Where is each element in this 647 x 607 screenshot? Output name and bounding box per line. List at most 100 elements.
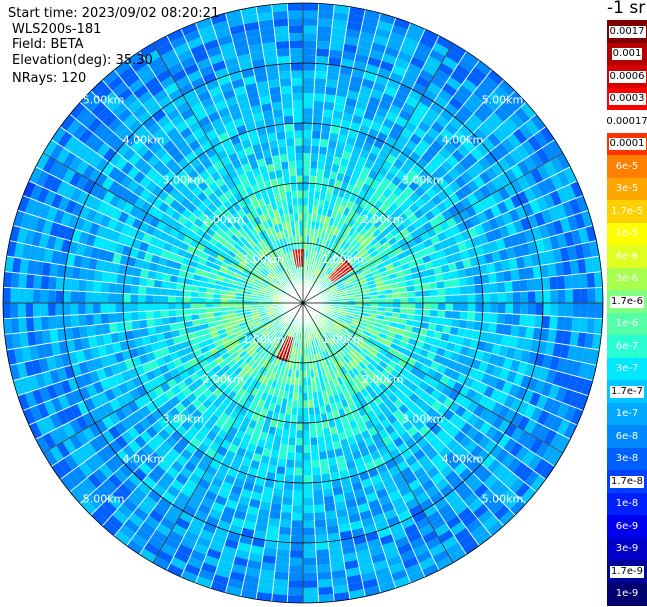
range-gate xyxy=(572,303,581,318)
range-gate xyxy=(467,303,476,313)
range-gate xyxy=(303,18,318,26)
range-gate xyxy=(399,313,408,320)
range-gate xyxy=(417,454,431,467)
range-gate xyxy=(294,138,303,146)
range-gate xyxy=(339,383,348,393)
range-gate xyxy=(323,341,330,350)
range-gate xyxy=(331,252,339,261)
range-gate xyxy=(332,378,340,388)
range-gate xyxy=(346,312,355,317)
range-gate xyxy=(308,198,314,207)
range-gate xyxy=(354,542,369,553)
range-gate xyxy=(289,48,303,56)
range-gate xyxy=(40,303,49,317)
range-gate xyxy=(510,194,523,209)
range-gate xyxy=(273,25,289,35)
range-gate xyxy=(307,205,314,214)
range-gate xyxy=(337,284,346,290)
range-gate xyxy=(401,145,414,158)
range-gate xyxy=(336,318,345,324)
range-gate xyxy=(474,530,492,546)
range-gate xyxy=(375,106,389,119)
range-gate xyxy=(437,295,446,303)
range-gate xyxy=(445,254,456,265)
range-gate xyxy=(309,422,317,431)
range-gate xyxy=(321,285,329,291)
range-gate xyxy=(324,435,333,444)
range-gate xyxy=(268,86,282,96)
range-gate xyxy=(327,178,336,188)
range-gate xyxy=(355,391,365,401)
range-gate xyxy=(559,372,572,389)
range-gate xyxy=(457,507,473,522)
range-gate xyxy=(403,523,419,536)
range-gate xyxy=(433,331,443,340)
range-gate xyxy=(276,48,291,57)
range-gate xyxy=(303,130,313,139)
range-gate xyxy=(313,322,318,330)
range-gate xyxy=(330,354,337,364)
range-gate xyxy=(505,246,516,260)
range-gate xyxy=(462,258,472,269)
range-gate xyxy=(359,397,369,407)
range-gate xyxy=(545,249,555,265)
range-gate xyxy=(392,292,401,299)
range-gate xyxy=(426,329,436,338)
range-gate xyxy=(458,319,468,329)
range-gate xyxy=(335,172,345,182)
range-gate xyxy=(334,417,343,427)
range-gate xyxy=(541,277,551,291)
range-gate xyxy=(364,272,374,279)
range-gate xyxy=(319,458,329,468)
range-gate xyxy=(375,245,385,254)
range-gate xyxy=(374,566,392,579)
range-gate xyxy=(280,511,293,521)
range-gate xyxy=(436,364,447,375)
range-gate xyxy=(430,170,443,183)
range-gate xyxy=(413,145,426,158)
high-return-cell xyxy=(301,256,303,260)
range-gate xyxy=(443,317,453,327)
range-gate xyxy=(342,43,358,54)
range-gate xyxy=(328,329,335,337)
range-gate xyxy=(291,85,303,94)
range-gate xyxy=(334,447,344,458)
range-gate xyxy=(547,263,557,278)
range-gate xyxy=(522,389,535,404)
range-gate xyxy=(359,563,375,575)
range-gate xyxy=(33,274,42,290)
range-gate xyxy=(353,241,362,250)
range-gate xyxy=(294,460,303,468)
range-gate xyxy=(303,198,309,206)
range-gate xyxy=(337,515,350,526)
range-gate xyxy=(401,102,416,115)
range-gate xyxy=(542,237,553,252)
range-gate xyxy=(352,319,361,325)
range-gate xyxy=(475,293,483,303)
range-gate xyxy=(321,286,329,292)
range-gate xyxy=(418,556,436,571)
range-gate xyxy=(542,445,557,463)
range-gate xyxy=(452,286,461,296)
range-gate xyxy=(324,94,336,103)
range-gate xyxy=(394,478,408,491)
range-gate xyxy=(377,149,390,161)
range-gate xyxy=(464,439,478,454)
range-gate xyxy=(313,511,326,521)
range-gate xyxy=(314,338,320,346)
range-gate xyxy=(409,460,423,473)
range-gate xyxy=(502,235,514,249)
range-gate xyxy=(367,152,378,163)
range-gate xyxy=(351,114,364,125)
range-gate xyxy=(425,145,439,159)
range-gate xyxy=(453,130,468,144)
range-gate xyxy=(329,260,337,269)
range-gate xyxy=(474,349,485,361)
range-gate xyxy=(293,385,299,393)
range-gate xyxy=(313,504,325,513)
range-gate xyxy=(458,57,475,73)
range-gate xyxy=(530,168,544,184)
range-gate xyxy=(277,534,291,543)
range-gate xyxy=(408,151,421,164)
range-gate xyxy=(402,36,419,50)
